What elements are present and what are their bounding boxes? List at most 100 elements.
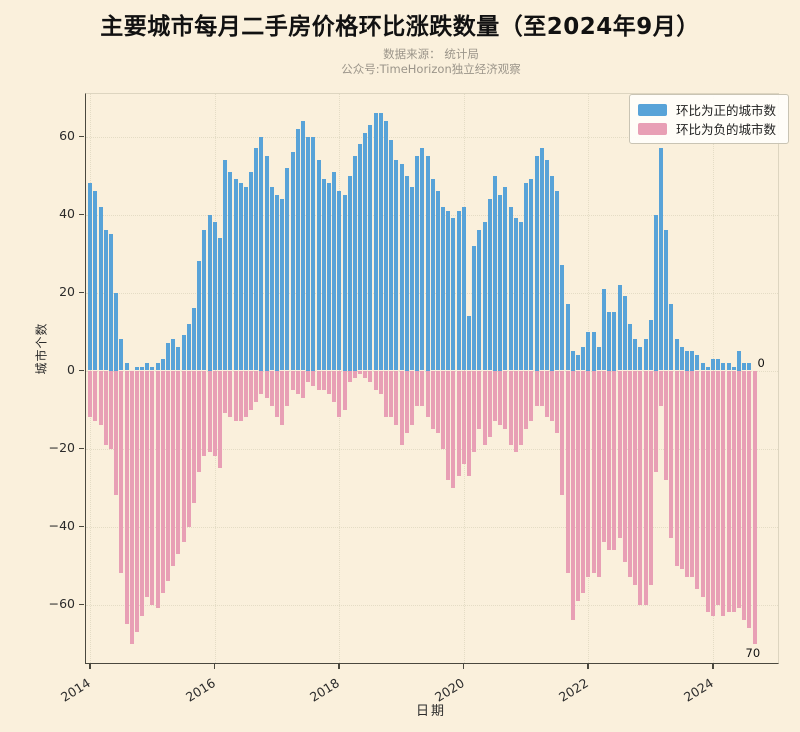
- bar-positive: [669, 304, 674, 371]
- bar-positive: [617, 284, 622, 371]
- bar-negative: [736, 370, 741, 609]
- bar-negative: [524, 370, 529, 429]
- bar-negative: [477, 370, 482, 429]
- bar-positive: [591, 331, 596, 371]
- bar-positive: [596, 347, 601, 371]
- bar-positive: [98, 206, 103, 371]
- y-axis-tick-label: 20: [59, 283, 75, 299]
- bar-negative: [627, 370, 632, 578]
- bar-positive: [612, 312, 617, 371]
- bar-positive: [280, 198, 285, 371]
- bar-positive: [275, 195, 280, 371]
- bar-negative: [612, 370, 617, 550]
- bar-negative: [633, 370, 638, 585]
- y-axis-tick-label: 60: [59, 127, 75, 143]
- bar-positive: [269, 187, 274, 371]
- bar-positive: [648, 319, 653, 371]
- bar-negative: [145, 370, 150, 597]
- gridline-horizontal: [86, 448, 778, 450]
- bar-negative: [451, 370, 456, 488]
- bar-positive: [409, 187, 414, 371]
- bar-value-annotation: 0: [757, 355, 765, 370]
- chart-title: 主要城市每月二手房价格环比涨跌数量（至2024年9月）: [100, 14, 700, 40]
- bar-negative: [98, 370, 103, 426]
- bar-negative: [638, 370, 643, 605]
- bar-negative: [596, 370, 601, 578]
- bar-negative: [534, 370, 539, 406]
- bar-positive: [721, 362, 726, 371]
- bar-negative: [742, 370, 747, 621]
- bar-positive: [399, 163, 404, 371]
- bar-positive: [425, 156, 430, 371]
- bar-negative: [721, 370, 726, 617]
- plot-area: 0 70: [85, 93, 779, 664]
- bar-negative: [560, 370, 565, 496]
- bar-negative: [394, 370, 399, 426]
- bar-negative: [653, 370, 658, 472]
- y-axis-tick-label: −60: [48, 595, 75, 611]
- y-axis-tick: [79, 135, 84, 137]
- bar-negative: [435, 370, 440, 433]
- bar-negative: [472, 370, 477, 453]
- bar-positive: [264, 156, 269, 371]
- bar-negative: [570, 370, 575, 621]
- bar-positive: [607, 312, 612, 371]
- bar-negative: [300, 370, 305, 398]
- bar-positive: [192, 308, 197, 371]
- bar-positive: [690, 351, 695, 371]
- bar-negative: [337, 370, 342, 418]
- bar-negative: [685, 370, 690, 578]
- bar-negative: [404, 370, 409, 433]
- bar-positive: [498, 195, 503, 371]
- bar-negative: [446, 370, 451, 480]
- bar-negative: [368, 370, 373, 383]
- gridline-horizontal: [86, 136, 778, 138]
- bar-positive: [513, 218, 518, 371]
- bar-negative: [347, 370, 352, 383]
- bar-negative: [482, 370, 487, 445]
- bar-negative: [643, 370, 648, 605]
- bar-negative: [129, 370, 134, 644]
- bar-negative: [607, 370, 612, 550]
- bar-positive: [685, 351, 690, 371]
- bar-negative: [508, 370, 513, 445]
- bar-positive: [747, 362, 752, 371]
- bar-positive: [202, 230, 207, 371]
- bar-positive: [352, 156, 357, 371]
- bar-positive: [493, 175, 498, 371]
- bar-negative: [550, 370, 555, 422]
- bar-negative: [425, 370, 430, 418]
- bar-negative: [352, 370, 357, 379]
- bar-positive: [731, 366, 736, 371]
- bar-positive: [653, 214, 658, 371]
- bar-negative: [233, 370, 238, 422]
- bar-positive: [415, 156, 420, 371]
- wechat-watermark-line: 公众号:TimeHorizon独立经济观察: [341, 62, 521, 76]
- bar-negative: [430, 370, 435, 429]
- bar-negative: [93, 370, 98, 422]
- bar-positive: [461, 206, 466, 371]
- bar-negative: [326, 370, 331, 394]
- bar-positive: [420, 148, 425, 371]
- bar-negative: [581, 370, 586, 593]
- bar-positive: [290, 152, 295, 371]
- bar-negative: [752, 370, 757, 644]
- bar-negative: [456, 370, 461, 476]
- bar-negative: [254, 370, 259, 402]
- bar-negative: [378, 370, 383, 394]
- bar-negative: [726, 370, 731, 613]
- legend-item: 环比为负的城市数: [638, 119, 780, 138]
- bar-positive: [570, 351, 575, 371]
- bar-negative: [207, 370, 212, 453]
- bar-positive: [586, 331, 591, 371]
- x-axis-title: 日期: [415, 704, 446, 719]
- bar-negative: [705, 370, 710, 613]
- bar-positive: [108, 234, 113, 371]
- bar-positive: [300, 120, 305, 371]
- bar-positive: [93, 191, 98, 371]
- bar-negative: [202, 370, 207, 457]
- bar-positive: [576, 354, 581, 371]
- bar-positive: [217, 237, 222, 371]
- bar-positive: [228, 171, 233, 371]
- bar-positive: [565, 304, 570, 371]
